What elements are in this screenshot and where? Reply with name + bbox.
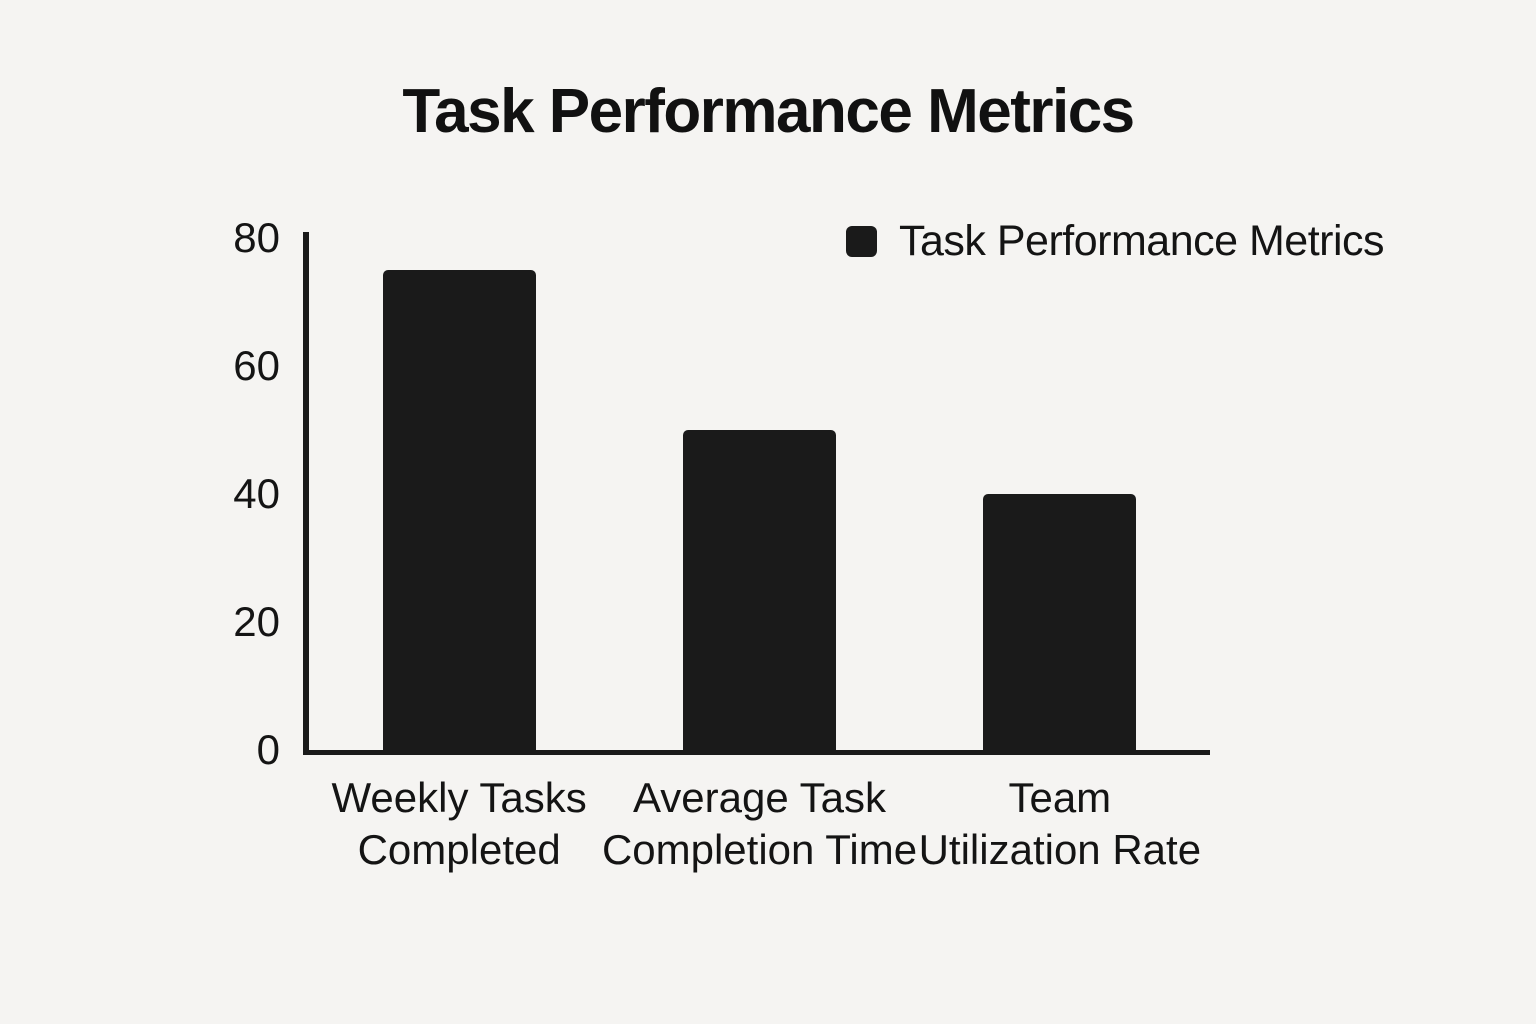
- y-tick-label: 0: [256, 726, 280, 773]
- legend: Task Performance Metrics: [846, 216, 1385, 265]
- legend-swatch-icon: [846, 225, 877, 257]
- y-tick-label: 20: [233, 598, 280, 645]
- bar-3: [983, 494, 1137, 750]
- x-category-label: Team Utilization Rate: [918, 774, 1202, 873]
- legend-label: Task Performance Metrics: [899, 216, 1385, 265]
- x-category-label: Average Task Completion Time: [601, 774, 918, 873]
- chart-title: Task Performance Metrics: [402, 77, 1135, 146]
- plot-area: [303, 232, 1210, 755]
- y-tick-label: 80: [233, 214, 280, 261]
- y-tick-label: 40: [233, 470, 280, 517]
- x-category-label: Weekly Tasks Completed: [331, 774, 587, 873]
- y-tick-label: 60: [233, 342, 280, 389]
- bar-1: [382, 270, 536, 750]
- bar-2: [683, 430, 836, 750]
